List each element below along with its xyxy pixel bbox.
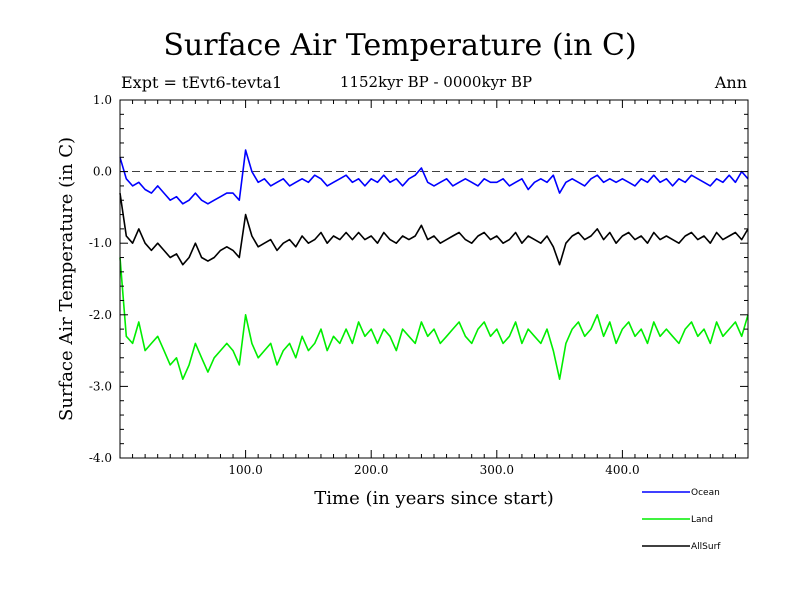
y-tick-label: 1.0: [93, 93, 112, 107]
x-tick-label: 100.0: [228, 463, 262, 477]
series-layer: [119, 149, 749, 381]
chart-title: Surface Air Temperature (in C): [163, 28, 637, 63]
series-line-allsurf: [119, 192, 749, 266]
tick-layer: 100.0 200.0 300.0 400.0 -4.0 -3.0 -2.0 -1.0 0.0 1…: [89, 93, 748, 477]
y-tick-label: -1.0: [89, 236, 112, 250]
legend: Ocean Land AllSurf: [642, 488, 721, 552]
chart-subtitle: 1152kyr BP - 0000kyr BP: [339, 73, 533, 91]
series-line-ocean: [119, 149, 749, 205]
x-axis-title: Time (in years since start): [314, 488, 554, 509]
plot-frame: [119, 99, 749, 459]
y-tick-label: -3.0: [89, 379, 112, 393]
legend-label-ocean: Ocean: [691, 488, 720, 498]
season-label: Ann: [714, 73, 747, 92]
y-tick-label: -4.0: [89, 451, 112, 465]
x-tick-label: 300.0: [480, 463, 514, 477]
legend-label-allsurf: AllSurf: [691, 542, 721, 552]
y-tick-label: 0.0: [93, 165, 112, 179]
x-tick-label: 400.0: [605, 463, 639, 477]
y-axis-title: Surface Air Temperature (in C): [56, 137, 77, 421]
x-tick-label: 200.0: [354, 463, 388, 477]
experiment-label: Expt = tEvt6-tevta1: [121, 73, 283, 92]
y-tick-label: -2.0: [89, 308, 112, 322]
series-line-land: [119, 257, 749, 381]
legend-label-land: Land: [691, 515, 713, 525]
